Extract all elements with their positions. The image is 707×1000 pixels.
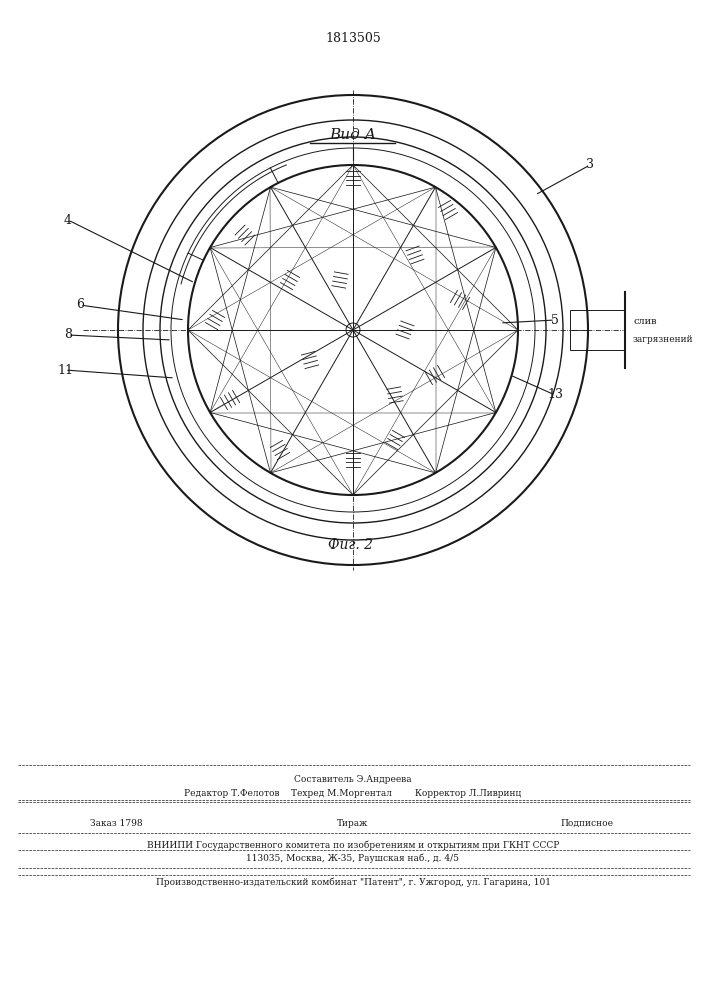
Text: загрязнений: загрязнений [633, 336, 694, 344]
Text: 8: 8 [64, 328, 72, 342]
Text: 11: 11 [57, 363, 73, 376]
Text: 1813505: 1813505 [325, 31, 381, 44]
Text: ВНИИПИ Государственного комитета по изобретениям и открытиям при ГКНТ СССР: ВНИИПИ Государственного комитета по изоб… [147, 840, 559, 850]
Text: Редактор Т.Фелотов    Техред М.Моргентал        Корректор Л.Ливринц: Редактор Т.Фелотов Техред М.Моргентал Ко… [185, 788, 522, 798]
Text: Заказ 1798: Заказ 1798 [90, 818, 143, 828]
Text: Производственно-издательский комбинат "Патент", г. Ужгород, ул. Гагарина, 101: Производственно-издательский комбинат "П… [156, 877, 551, 887]
Text: Фиг. 2: Фиг. 2 [327, 538, 373, 552]
Text: Составитель Э.Андреева: Составитель Э.Андреева [294, 776, 411, 784]
Text: 6: 6 [76, 298, 84, 312]
Text: слив: слив [633, 318, 657, 326]
Text: Тираж: Тираж [337, 818, 368, 828]
Text: Подписное: Подписное [560, 818, 613, 828]
Text: 5: 5 [551, 314, 559, 326]
Text: 13: 13 [547, 388, 563, 401]
Bar [570, 310, 625, 350]
Text: Вид А: Вид А [329, 128, 377, 142]
Text: 3: 3 [586, 158, 594, 172]
Text: 4: 4 [64, 214, 72, 227]
Text: 113035, Москва, Ж-35, Раушская наб., д. 4/5: 113035, Москва, Ж-35, Раушская наб., д. … [247, 853, 460, 863]
